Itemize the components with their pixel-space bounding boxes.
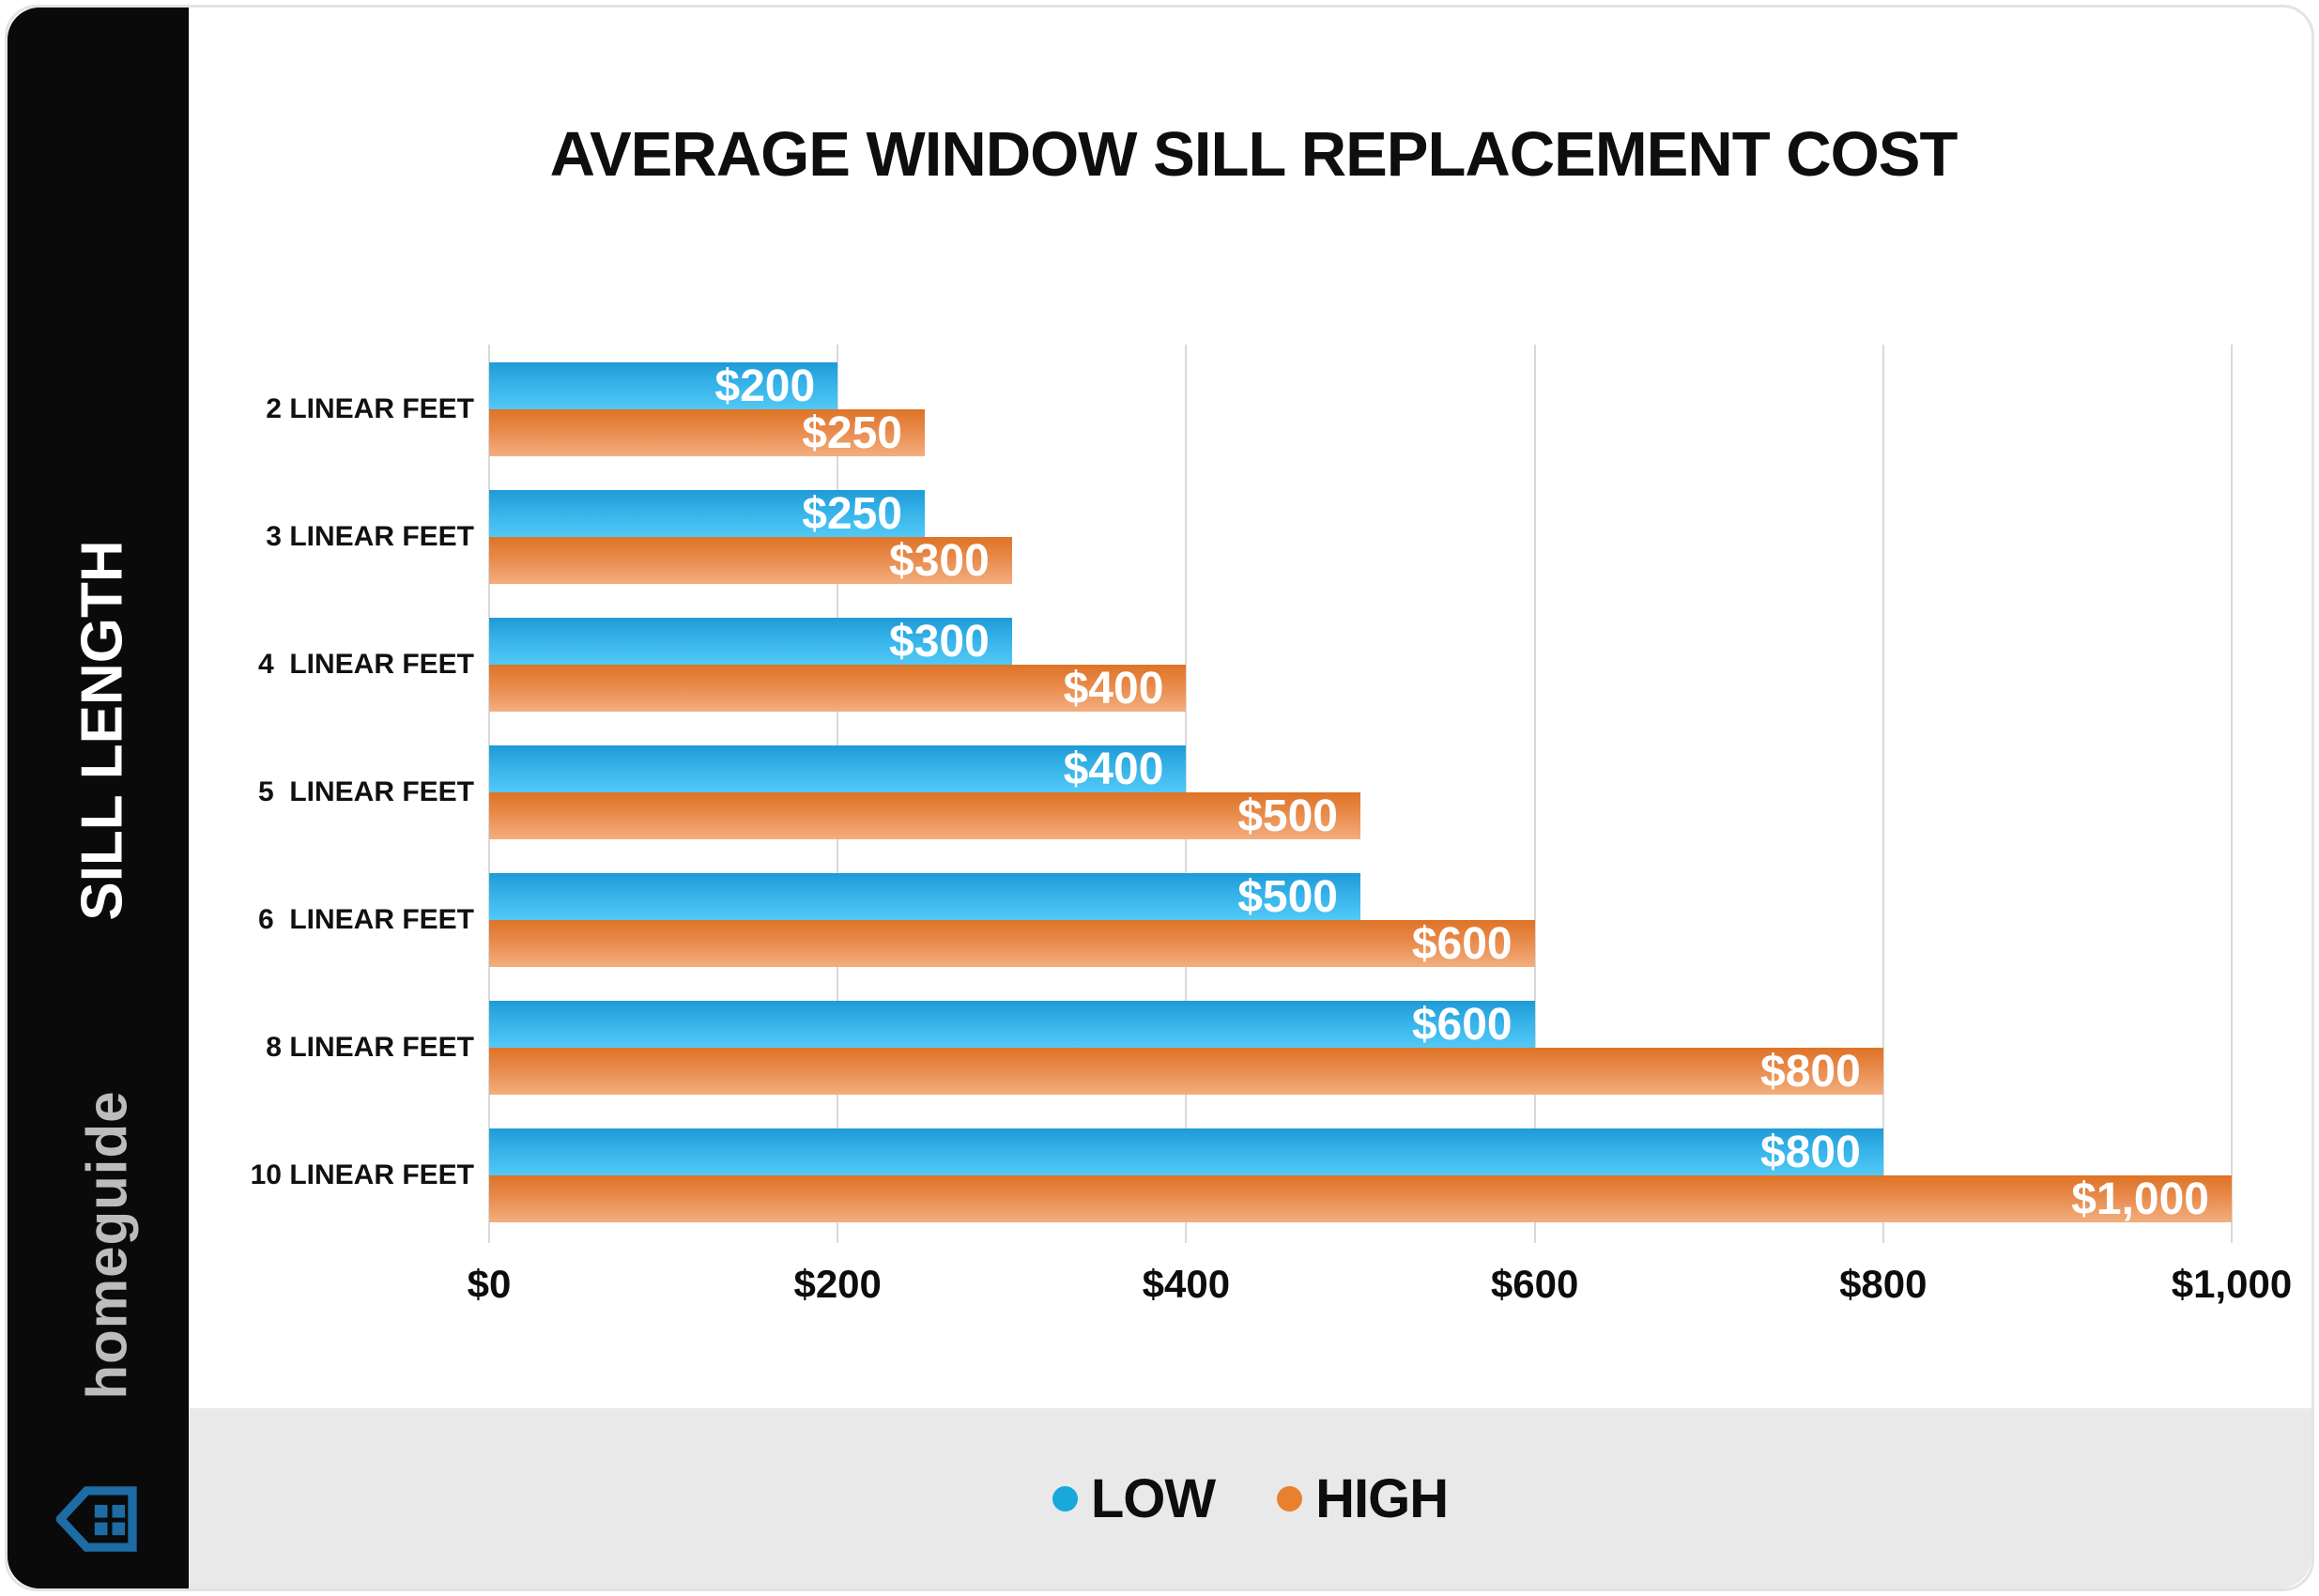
- high-bar: $600: [489, 918, 1535, 969]
- bar-group-row: $400 $500: [489, 729, 2232, 856]
- bar-value-label: $250: [802, 488, 902, 539]
- legend-label: HIGH: [1315, 1467, 1449, 1529]
- legend-dot-icon: [1052, 1485, 1078, 1512]
- low-bar: $800: [489, 1127, 1883, 1177]
- high-bar: $400: [489, 663, 1187, 714]
- low-bar: $200: [489, 361, 838, 411]
- legend-dot-icon: [1277, 1485, 1303, 1512]
- bar-value-label: $400: [1063, 663, 1164, 714]
- low-bar: $500: [489, 871, 1360, 922]
- bar-value-label: $500: [1237, 871, 1338, 922]
- category-label: 2 LINEAR FEET: [266, 393, 474, 424]
- bar-value-label: $300: [889, 535, 990, 586]
- category-label: 10 LINEAR FEET: [250, 1159, 474, 1190]
- category-label: 8 LINEAR FEET: [266, 1032, 474, 1063]
- bar-group-row: $300 $400: [489, 601, 2232, 729]
- gridline: [2231, 345, 2233, 1243]
- bar-group-row: $200 $250: [489, 345, 2232, 473]
- low-bar: $400: [489, 744, 1187, 794]
- x-tick-label: $400: [1142, 1262, 1231, 1306]
- x-axis: $0 $200 $400 $600 $800 $1,000: [0, 1262, 2319, 1318]
- bar-value-label: $400: [1063, 744, 1164, 794]
- bar-plot-area: $200 $250 $250 $300 $300 $400 $400 $500 $500 $600…: [489, 345, 2232, 1239]
- gridline: [1881, 345, 1884, 1243]
- high-bar: $250: [489, 407, 925, 458]
- low-bar: $250: [489, 488, 925, 539]
- category-label: 3 LINEAR FEET: [266, 521, 474, 552]
- category-axis: 2 LINEAR FEET 3 LINEAR FEET 4 LINEAR FEET 5…: [0, 345, 474, 1239]
- homeguide-house-icon: [54, 1483, 137, 1559]
- bar-group-row: $250 $300: [489, 473, 2232, 601]
- x-tick-label: $600: [1490, 1262, 1579, 1306]
- bar-value-label: $500: [1237, 790, 1338, 841]
- bar-value-label: $800: [1760, 1046, 1861, 1097]
- high-bar: $1,000: [489, 1174, 2232, 1224]
- y-axis-title: SILL LENGTH: [69, 540, 135, 921]
- gridline: [1533, 345, 1536, 1243]
- bar-group-row: $600 $800: [489, 984, 2232, 1112]
- x-tick-label: $1,000: [2171, 1262, 2293, 1306]
- bar-value-label: $600: [1411, 999, 1513, 1050]
- bar-value-label: $200: [714, 361, 816, 411]
- bar-value-label: $800: [1760, 1127, 1861, 1177]
- legend-item: HIGH: [1277, 1467, 1449, 1530]
- bar-group-row: $500 $600: [489, 856, 2232, 984]
- category-label: 6 LINEAR FEET: [257, 904, 474, 935]
- low-bar: $300: [489, 616, 1012, 667]
- high-bar: $500: [489, 790, 1360, 841]
- legend-item: LOW: [1052, 1467, 1216, 1530]
- high-bar: $800: [489, 1046, 1883, 1097]
- category-label: 5 LINEAR FEET: [257, 776, 474, 807]
- x-tick-label: $0: [467, 1262, 512, 1306]
- legend-label: LOW: [1090, 1467, 1216, 1529]
- x-tick-label: $800: [1839, 1262, 1927, 1306]
- low-bar: $600: [489, 999, 1535, 1050]
- bar-value-label: $1,000: [2071, 1174, 2209, 1224]
- category-label: 4 LINEAR FEET: [257, 649, 474, 680]
- x-tick-label: $200: [793, 1262, 882, 1306]
- high-bar: $300: [489, 535, 1012, 586]
- bar-value-label: $600: [1411, 918, 1513, 969]
- chart-title: AVERAGE WINDOW SILL REPLACEMENT COST: [549, 119, 1958, 190]
- bar-group-row: $800 $1,000: [489, 1112, 2232, 1239]
- bar-value-label: $300: [889, 616, 990, 667]
- legend-bar: LOW HIGH: [189, 1408, 2311, 1588]
- bar-value-label: $250: [802, 407, 902, 458]
- sidebar: SILL LENGTH homeguide: [8, 8, 189, 1588]
- brand-wordmark: homeguide: [75, 1090, 139, 1400]
